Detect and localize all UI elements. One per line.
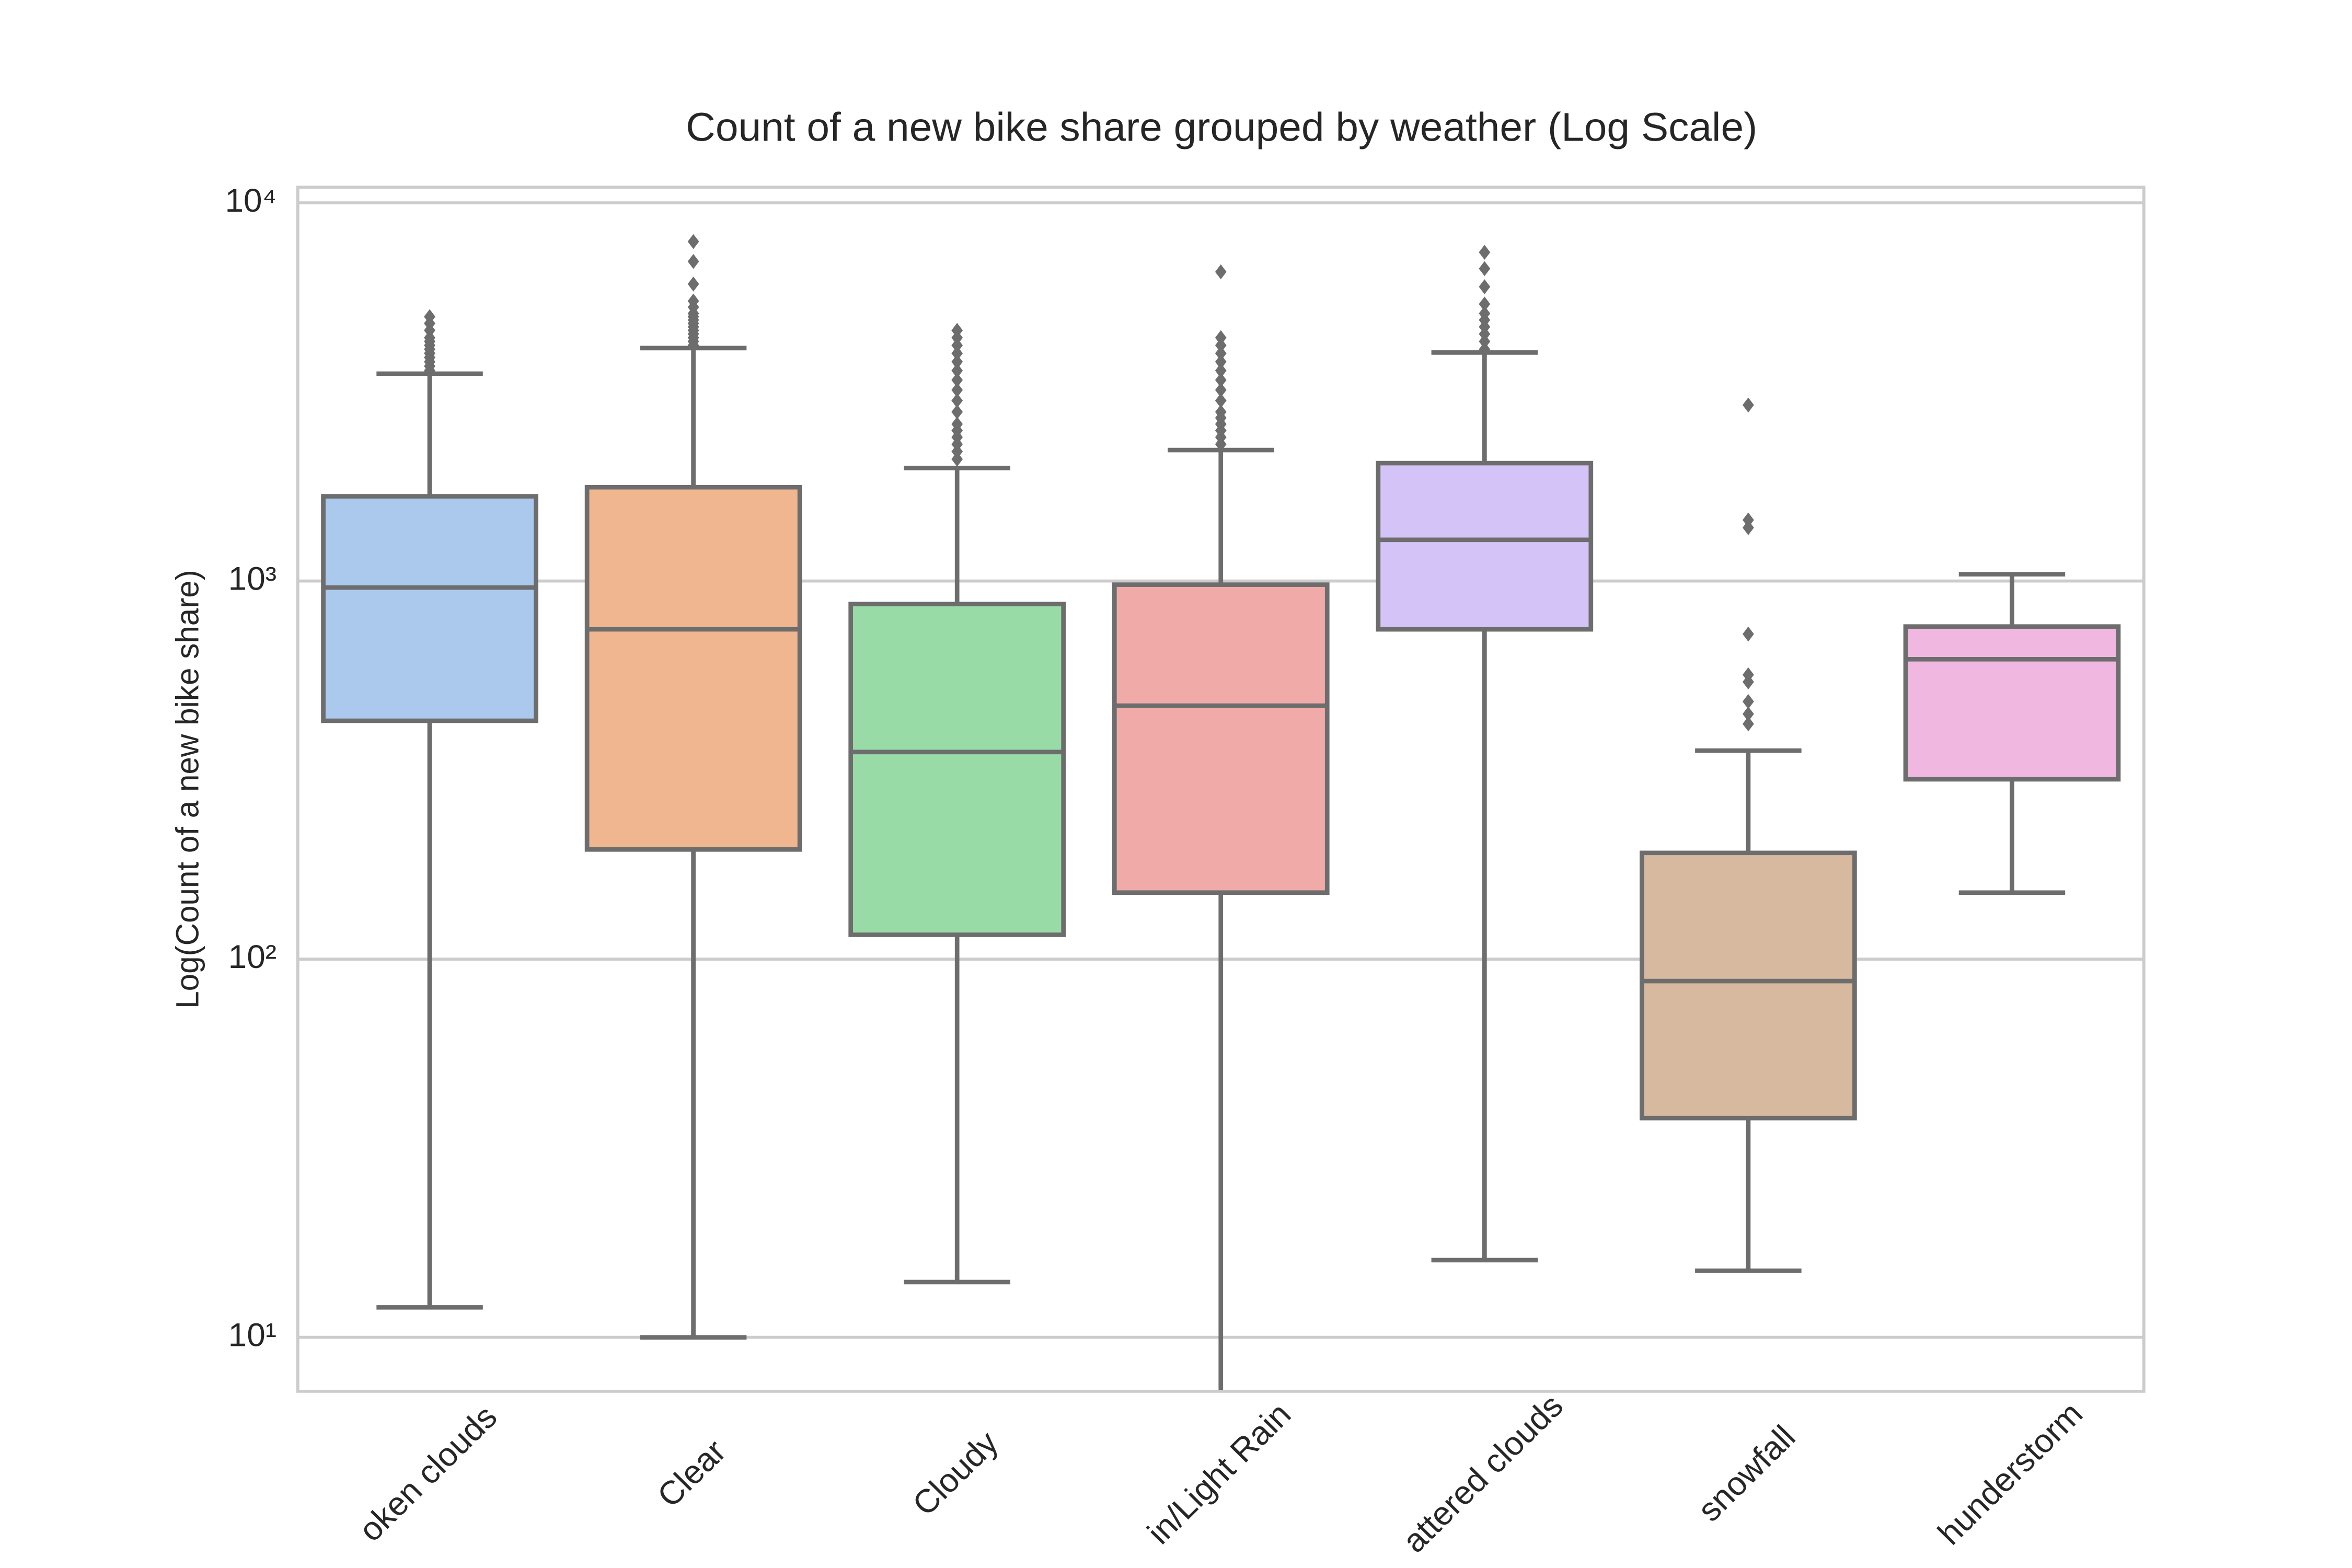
outlier <box>951 452 963 467</box>
outlier <box>1742 626 1754 642</box>
box <box>1640 850 1857 1121</box>
box <box>1903 624 2121 782</box>
box <box>1112 582 1330 895</box>
y-tick-label: 10⁴ <box>225 182 276 218</box>
outlier <box>687 253 699 269</box>
outlier <box>951 345 963 361</box>
outlier <box>951 372 963 388</box>
outlier <box>1742 706 1754 722</box>
y-tick-label: 10³ <box>228 561 276 597</box>
plot-frame <box>296 186 2146 1393</box>
outlier <box>1479 279 1491 294</box>
y-axis-label: Log(Count of a new bike share) <box>169 570 205 1009</box>
outlier <box>424 309 435 325</box>
outlier <box>1742 667 1754 683</box>
outlier <box>687 276 699 292</box>
outlier <box>951 322 963 338</box>
outlier <box>1479 296 1491 312</box>
y-tick-label: 10¹ <box>228 1317 276 1353</box>
box <box>1376 460 1594 632</box>
chart-title: Count of a new bike share grouped by wea… <box>686 104 1757 149</box>
outlier <box>951 417 963 432</box>
outlier <box>1479 341 1491 357</box>
outlier <box>1479 261 1491 276</box>
outlier <box>687 234 699 249</box>
outlier <box>1479 306 1491 321</box>
outlier <box>951 393 963 408</box>
outlier <box>1742 397 1754 413</box>
box <box>584 485 802 852</box>
outlier <box>951 354 963 370</box>
outlier <box>951 382 963 398</box>
box <box>848 602 1066 937</box>
outlier <box>1742 716 1754 732</box>
outlier <box>1742 520 1754 535</box>
outlier <box>687 293 699 309</box>
outlier <box>951 338 963 353</box>
outlier <box>1742 512 1754 528</box>
box <box>321 494 538 723</box>
outlier <box>1742 694 1754 709</box>
outlier <box>951 363 963 378</box>
y-tick-label: 10² <box>228 939 276 975</box>
outlier <box>1479 245 1491 260</box>
outlier <box>951 404 963 420</box>
